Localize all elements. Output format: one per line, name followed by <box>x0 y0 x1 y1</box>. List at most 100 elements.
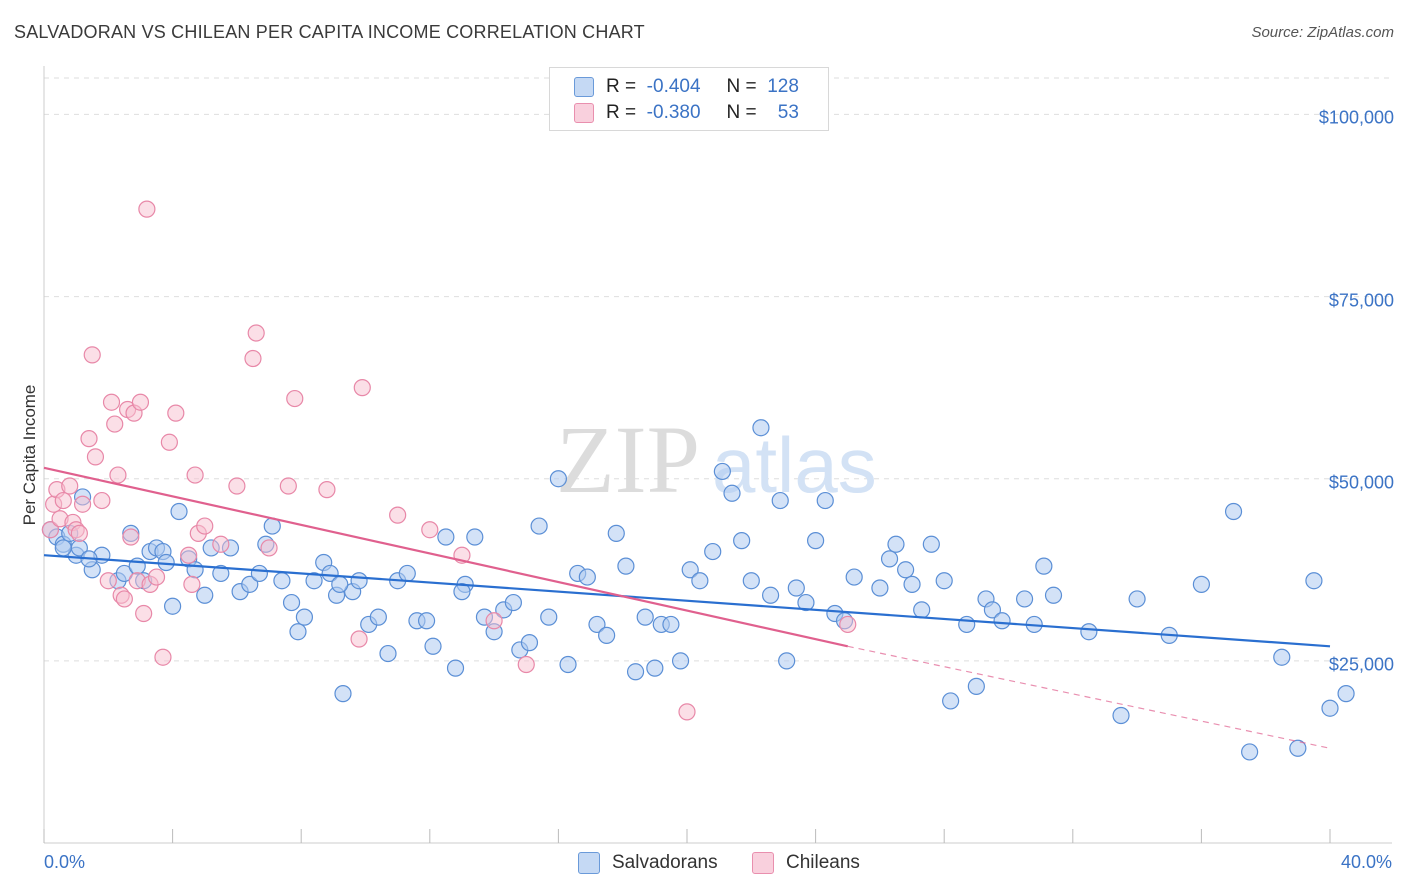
legend-row-chileans: R = -0.380 N = 53 <box>574 101 799 125</box>
watermark-zip: ZIP <box>556 406 700 513</box>
salvadoran-point <box>1241 743 1259 761</box>
salvadoran-point <box>379 644 397 663</box>
y-tick-label: $25,000 <box>1328 654 1394 675</box>
salvadoran-point <box>424 637 442 655</box>
x-tick-label-max: 40.0% <box>1340 852 1392 872</box>
salvadoran-legend-swatch <box>578 852 600 874</box>
salvadoran-point <box>417 612 436 630</box>
salvadoran-point <box>1080 623 1098 641</box>
salvadoran-point <box>398 564 416 583</box>
chilean-point <box>421 521 439 539</box>
chilean-point <box>183 575 201 593</box>
salvadoran-point <box>607 524 625 542</box>
salvadoran-point <box>691 572 709 590</box>
chilean-point <box>41 521 60 539</box>
chilean-point <box>131 393 150 411</box>
salvadoran-point <box>520 634 539 652</box>
salvadoran-point <box>446 659 465 677</box>
legend-item-salvadorans: Salvadorans <box>578 852 718 874</box>
chilean-point <box>73 495 92 513</box>
salvadoran-point <box>1273 648 1291 666</box>
salvadoran-point <box>761 586 780 604</box>
salvadoran-point <box>559 655 577 674</box>
salvadoran-point <box>504 593 522 612</box>
salvadoran-point <box>321 564 339 583</box>
chilean-trend-extension <box>847 645 1331 749</box>
salvadoran-point <box>983 601 1002 619</box>
salvadoran-point <box>671 652 690 670</box>
salvadoran-point <box>903 575 921 593</box>
salvadoran-point <box>282 593 301 612</box>
legend-n-value: 128 <box>767 76 799 97</box>
salvadoran-point <box>1035 557 1053 575</box>
salvadoran-point <box>1112 706 1130 725</box>
salvadoran-point <box>871 579 889 597</box>
chilean-point <box>122 528 140 546</box>
salvadoran-point <box>540 608 558 626</box>
salvadoran-point <box>922 535 940 553</box>
salvadoran-point <box>186 561 204 579</box>
salvadoran-point <box>1128 590 1146 608</box>
chilean-point <box>279 477 297 495</box>
salvadoran-point <box>646 659 664 677</box>
legend-n-label: N = <box>726 102 757 123</box>
chilean-point <box>247 324 265 342</box>
salvadoran-point <box>845 568 863 586</box>
chilean-point <box>102 393 121 411</box>
chilean-point <box>160 433 178 451</box>
salvadoran-point <box>713 462 731 481</box>
salvadoran-point <box>578 568 596 586</box>
salvadoran-point <box>295 608 314 626</box>
salvadoran-point <box>704 542 722 561</box>
salvadoran-point <box>466 528 484 546</box>
salvadoran-point <box>742 572 760 590</box>
salvadoran-trend-line <box>43 554 1331 648</box>
legend-label-chileans: Chileans <box>786 852 860 873</box>
chilean-swatch <box>574 103 594 123</box>
salvadoran-point <box>305 572 323 590</box>
chilean-point <box>99 572 117 590</box>
chilean-point <box>80 430 98 448</box>
salvadoran-point <box>1321 699 1339 717</box>
chilean-point <box>678 703 696 721</box>
salvadoran-point <box>787 579 805 597</box>
legend-row-salvadorans: R = -0.404 N = 128 <box>574 75 799 99</box>
chilean-point <box>260 539 278 557</box>
chilean-point <box>167 404 185 422</box>
chilean-trend-line <box>43 466 848 648</box>
salvadoran-point <box>880 550 899 568</box>
salvadoran-point <box>778 652 796 670</box>
salvadoran-point <box>723 484 741 502</box>
salvadoran-point <box>942 692 960 710</box>
legend-r-value: -0.380 <box>646 102 701 123</box>
chilean-point <box>106 415 124 433</box>
chilean-point <box>318 481 336 499</box>
chilean-point <box>115 590 133 608</box>
chilean-point <box>186 466 204 484</box>
salvadoran-point <box>636 608 654 626</box>
salvadoran-point <box>733 532 751 550</box>
chilean-point <box>517 655 535 674</box>
legend-r-label: R = <box>606 102 637 123</box>
salvadoran-point <box>196 586 214 604</box>
salvadoran-point <box>816 491 834 510</box>
chilean-point <box>109 466 127 484</box>
salvadoran-point <box>170 502 188 521</box>
salvadoran-point <box>530 517 548 535</box>
legend-n-value: 53 <box>777 102 799 123</box>
salvadoran-point <box>598 626 616 644</box>
chilean-point <box>70 524 88 542</box>
chilean-point <box>389 506 407 524</box>
chilean-legend-swatch <box>752 852 774 874</box>
chilean-point <box>212 535 230 553</box>
salvadoran-point <box>1192 575 1211 593</box>
salvadoran-point <box>588 615 606 634</box>
chilean-point <box>83 346 101 364</box>
salvadoran-point <box>993 612 1011 630</box>
source-label: Source: ZipAtlas.com <box>1251 24 1394 41</box>
chilean-point <box>353 379 371 397</box>
salvadoran-point <box>453 583 471 601</box>
salvadoran-point <box>752 419 770 437</box>
legend-r-value: -0.404 <box>646 76 701 97</box>
